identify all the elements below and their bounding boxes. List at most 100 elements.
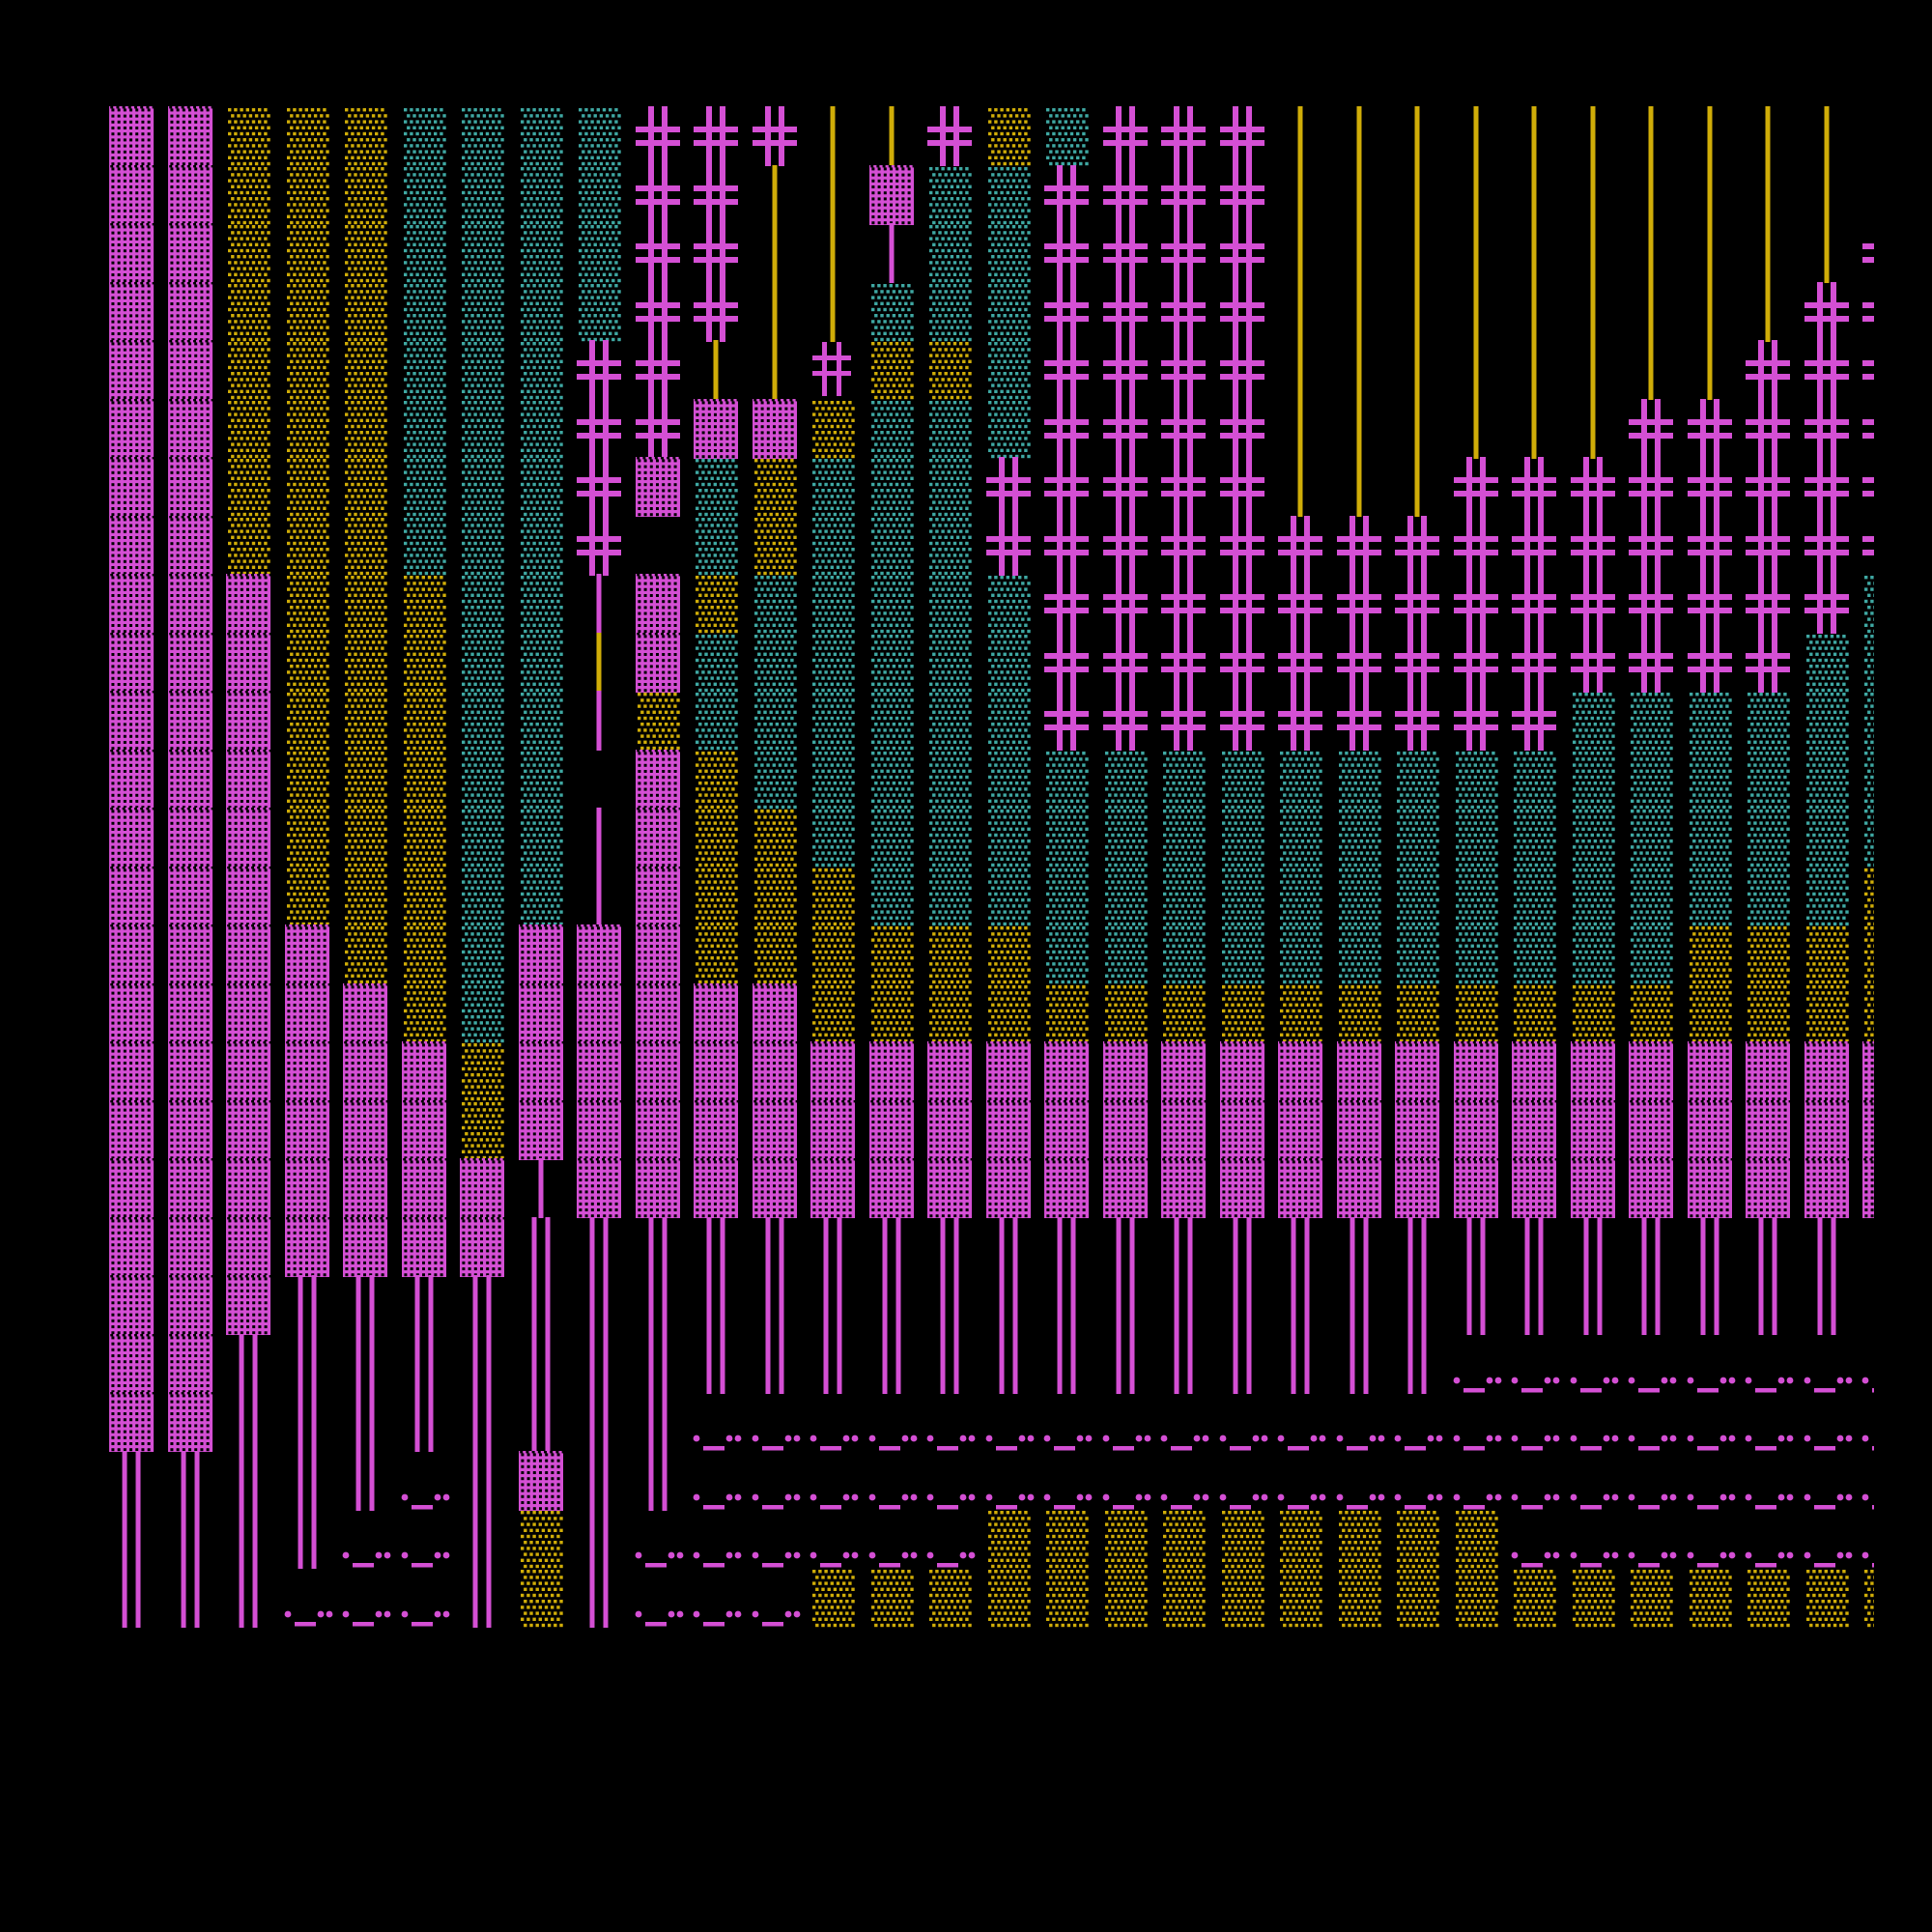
- matrix-cell: [1395, 457, 1439, 517]
- matrix-cell: [1395, 106, 1439, 166]
- matrix-cell: [343, 808, 387, 867]
- matrix-cell: [1804, 983, 1849, 1043]
- matrix-cell: [1570, 1509, 1618, 1569]
- matrix-cell: [1044, 340, 1089, 400]
- matrix-cell: [636, 1802, 680, 1861]
- matrix-cell: [1337, 1685, 1381, 1745]
- matrix-cell: [1337, 1860, 1381, 1905]
- matrix-cell: [694, 574, 738, 634]
- matrix-cell: [402, 106, 446, 166]
- matrix-cell: [167, 1275, 214, 1335]
- matrix-cell: [402, 867, 446, 926]
- matrix-cell: [460, 1860, 504, 1905]
- matrix-cell: [1337, 164, 1381, 225]
- matrix-cell: [226, 1041, 272, 1101]
- matrix-cell: [285, 633, 329, 693]
- matrix-cell: [226, 282, 270, 342]
- matrix-cell: [577, 106, 621, 166]
- matrix-cell: [1219, 515, 1264, 576]
- matrix-cell: [810, 1568, 855, 1628]
- matrix-cell: [226, 691, 272, 751]
- matrix-cell: [693, 1509, 742, 1569]
- matrix-cell: [752, 1158, 799, 1218]
- matrix-cell: [343, 1041, 389, 1101]
- matrix-cell: [810, 516, 855, 576]
- matrix-cell: [402, 924, 446, 984]
- matrix-cell: [810, 1626, 855, 1686]
- matrix-cell: [109, 106, 156, 166]
- matrix-cell: [1746, 983, 1790, 1043]
- matrix-cell: [1161, 750, 1206, 810]
- matrix-cell: [694, 516, 738, 576]
- matrix-cell: [1278, 1568, 1322, 1628]
- matrix-cell: [927, 106, 972, 166]
- matrix-cell: [1160, 1392, 1209, 1452]
- matrix-cell: [1746, 1568, 1790, 1628]
- matrix-cell: [636, 1450, 680, 1511]
- matrix-cell: [226, 1685, 270, 1745]
- matrix-cell: [460, 1392, 504, 1452]
- matrix-cell: [1687, 1099, 1734, 1160]
- matrix-cell: [868, 1451, 917, 1511]
- matrix-cell: [109, 1216, 156, 1277]
- matrix-cell: [1103, 1333, 1148, 1394]
- matrix-cell: [810, 691, 855, 751]
- matrix-cell: [1336, 1451, 1384, 1511]
- matrix-cell: [1044, 106, 1089, 166]
- matrix-cell: [1746, 106, 1790, 166]
- matrix-cell: [1453, 574, 1498, 634]
- matrix-cell: [868, 1509, 917, 1569]
- matrix-cell: [1571, 924, 1615, 984]
- matrix-cell: [1278, 632, 1322, 693]
- matrix-cell: [927, 633, 972, 693]
- matrix-cell: [577, 632, 621, 693]
- matrix-cell: [577, 1099, 623, 1160]
- matrix-cell: [1453, 1099, 1500, 1160]
- matrix-cell: [519, 399, 563, 459]
- matrix-cell: [577, 982, 623, 1043]
- matrix-cell: [109, 982, 156, 1043]
- matrix-cell: [636, 691, 680, 751]
- matrix-cell: [460, 340, 504, 400]
- matrix-cell: [1161, 1568, 1206, 1628]
- matrix-cell: [1629, 1626, 1673, 1686]
- matrix-cell: [810, 1333, 855, 1394]
- matrix-cell: [577, 1509, 621, 1569]
- matrix-cell: [1395, 223, 1439, 283]
- matrix-cell: [1571, 1568, 1615, 1628]
- matrix-cell: [519, 1158, 563, 1218]
- matrix-cell: [1512, 1685, 1556, 1745]
- matrix-cell: [1337, 1743, 1381, 1803]
- matrix-cell: [927, 1568, 972, 1628]
- matrix-cell: [1512, 1275, 1556, 1335]
- matrix-cell: [752, 1509, 800, 1569]
- matrix-cell: [1804, 515, 1849, 576]
- matrix-cell: [460, 1041, 504, 1101]
- matrix-cell: [1629, 340, 1673, 400]
- matrix-cell: [343, 457, 387, 517]
- matrix-cell: [518, 1450, 565, 1511]
- matrix-cell: [1629, 750, 1673, 810]
- matrix-cell: [1278, 281, 1322, 342]
- matrix-cell: [1219, 1099, 1266, 1160]
- matrix-cell: [460, 1450, 504, 1511]
- matrix-cell: [868, 1099, 916, 1160]
- matrix-cell: [285, 1509, 329, 1569]
- matrix-cell: [168, 1509, 213, 1569]
- matrix-cell: [167, 164, 214, 225]
- matrix-cell: [1512, 340, 1556, 400]
- matrix-cell: [1861, 1334, 1874, 1394]
- matrix-cell: [577, 282, 621, 342]
- matrix-cell: [519, 867, 563, 926]
- matrix-cell: [1512, 223, 1556, 283]
- matrix-cell: [1629, 1743, 1673, 1803]
- matrix-cell: [869, 750, 914, 810]
- matrix-cell: [402, 983, 446, 1043]
- matrix-cell: [109, 1567, 154, 1628]
- matrix-cell: [519, 1275, 563, 1335]
- matrix-cell: [1219, 398, 1264, 459]
- matrix-cell: [1395, 574, 1439, 634]
- matrix-cell: [1688, 1568, 1732, 1628]
- matrix-cell: [636, 516, 680, 576]
- matrix-cell: [1336, 574, 1381, 634]
